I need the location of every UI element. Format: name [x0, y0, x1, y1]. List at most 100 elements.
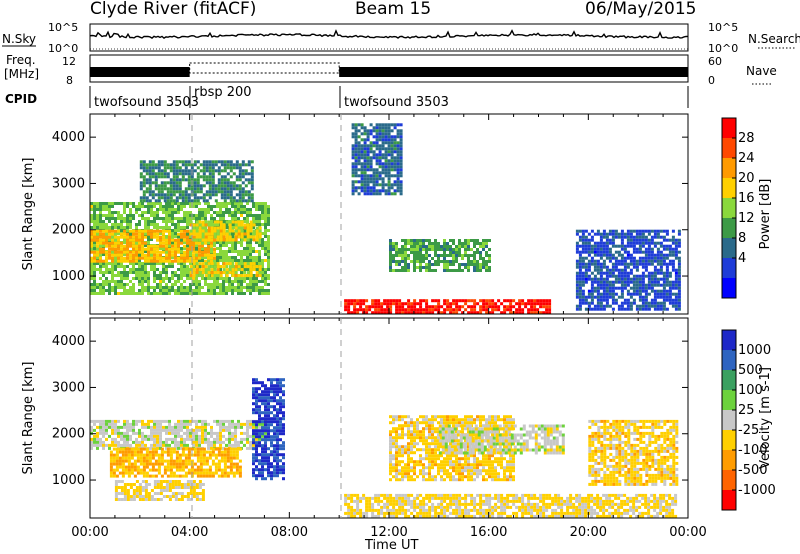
heatmap-cell	[109, 462, 113, 466]
heatmap-cell	[413, 308, 417, 312]
heatmap-cell	[135, 226, 138, 229]
heatmap-cell	[157, 175, 161, 179]
heatmap-cell	[210, 440, 213, 444]
heatmap-cell	[668, 247, 672, 251]
heatmap-cell	[677, 283, 681, 287]
heatmap-cell	[157, 471, 161, 475]
heatmap-cell	[114, 223, 117, 226]
heatmap-cell	[232, 465, 236, 469]
heatmap-cell	[130, 471, 134, 475]
heatmap-cell	[184, 453, 188, 457]
heatmap-cell	[129, 241, 132, 245]
heatmap-cell	[398, 302, 402, 306]
heatmap-cell	[198, 274, 202, 278]
heatmap-cell	[211, 453, 215, 457]
heatmap-cell	[175, 175, 179, 179]
heatmap-cell	[171, 289, 174, 292]
heatmap-cell	[590, 301, 594, 305]
heatmap-cell	[375, 162, 379, 166]
heatmap-cell	[202, 160, 206, 164]
heatmap-cell	[396, 186, 400, 190]
heatmap-cell	[243, 226, 247, 230]
heatmap-cell	[175, 196, 179, 200]
heatmap-cell	[545, 311, 549, 314]
heatmap-cell	[515, 311, 519, 314]
heatmap-cell	[102, 286, 105, 289]
heatmap-cell	[665, 268, 669, 272]
heatmap-cell	[108, 422, 111, 426]
heatmap-cell	[252, 274, 255, 277]
heatmap-cell	[366, 186, 370, 190]
nsky-tick-top: 10^5	[48, 21, 78, 34]
heatmap-cell	[671, 298, 675, 302]
heatmap-cell	[219, 431, 222, 435]
heatmap-cell	[240, 286, 243, 289]
heatmap-cell	[114, 229, 117, 233]
heatmap-cell	[213, 265, 217, 269]
heatmap-cell	[217, 447, 221, 451]
heatmap-cell	[223, 169, 227, 173]
heatmap-cell	[123, 259, 126, 263]
heatmap-cell	[105, 235, 108, 239]
heatmap-cell	[142, 178, 146, 182]
heatmap-cell	[159, 205, 162, 208]
heatmap-cell	[378, 183, 382, 187]
heatmap-cell	[174, 232, 177, 235]
heatmap-cell	[178, 184, 182, 188]
heatmap-cell	[620, 259, 624, 263]
heatmap-cell	[626, 289, 630, 293]
heatmap-cell	[210, 226, 214, 230]
heatmap-cell	[404, 266, 407, 269]
heatmap-cell	[198, 289, 201, 292]
heatmap-cell	[611, 286, 615, 290]
heatmap-cell	[401, 248, 404, 251]
heatmap-cell	[237, 262, 240, 265]
heatmap-cell	[422, 242, 425, 245]
heatmap-cell	[216, 274, 219, 277]
heatmap-cell	[578, 280, 582, 284]
heatmap-cell	[195, 262, 199, 266]
heatmap-cell	[198, 292, 201, 295]
heatmap-cell	[129, 262, 132, 265]
heatmap-cell	[151, 474, 155, 478]
heatmap-cell	[127, 453, 131, 457]
heatmap-cell	[156, 211, 159, 214]
heatmap-cell	[255, 286, 258, 289]
heatmap-cell	[243, 277, 246, 280]
heatmap-cell	[662, 259, 666, 263]
heatmap-cell	[114, 220, 117, 223]
heatmap-cell	[249, 226, 253, 230]
heatmap-cell	[235, 184, 239, 188]
heatmap-cell	[111, 211, 114, 214]
heatmap-cell	[102, 425, 105, 429]
heatmap-cell	[232, 474, 236, 478]
heatmap-cell	[148, 462, 152, 466]
heatmap-cell	[605, 235, 609, 239]
heatmap-cell	[626, 265, 630, 269]
heatmap-cell	[470, 263, 473, 266]
heatmap-cell	[593, 295, 597, 299]
heatmap-cell	[99, 208, 102, 211]
heatmap-cell	[198, 247, 201, 251]
heatmap-cell	[641, 307, 645, 311]
heatmap-cell	[357, 141, 361, 145]
heatmap-cell	[210, 247, 213, 250]
heatmap-cell	[195, 434, 198, 438]
heatmap-cell	[156, 422, 159, 426]
heatmap-cell	[220, 196, 224, 200]
freq-band	[90, 67, 190, 77]
heatmap-cell	[234, 434, 237, 438]
heatmap-cell	[509, 299, 513, 303]
heatmap-cell	[596, 283, 600, 287]
heatmap-cell	[93, 265, 96, 268]
heatmap-cell	[168, 431, 171, 435]
heatmap-cell	[195, 271, 199, 275]
heatmap-cell	[189, 211, 192, 214]
heatmap-cell	[189, 202, 192, 205]
heatmap-cell	[120, 437, 123, 441]
heatmap-cell	[375, 132, 379, 136]
heatmap-cell	[108, 256, 111, 260]
heatmap-cell	[216, 241, 219, 244]
heatmap-cell	[175, 169, 179, 173]
heatmap-cell	[163, 163, 167, 167]
